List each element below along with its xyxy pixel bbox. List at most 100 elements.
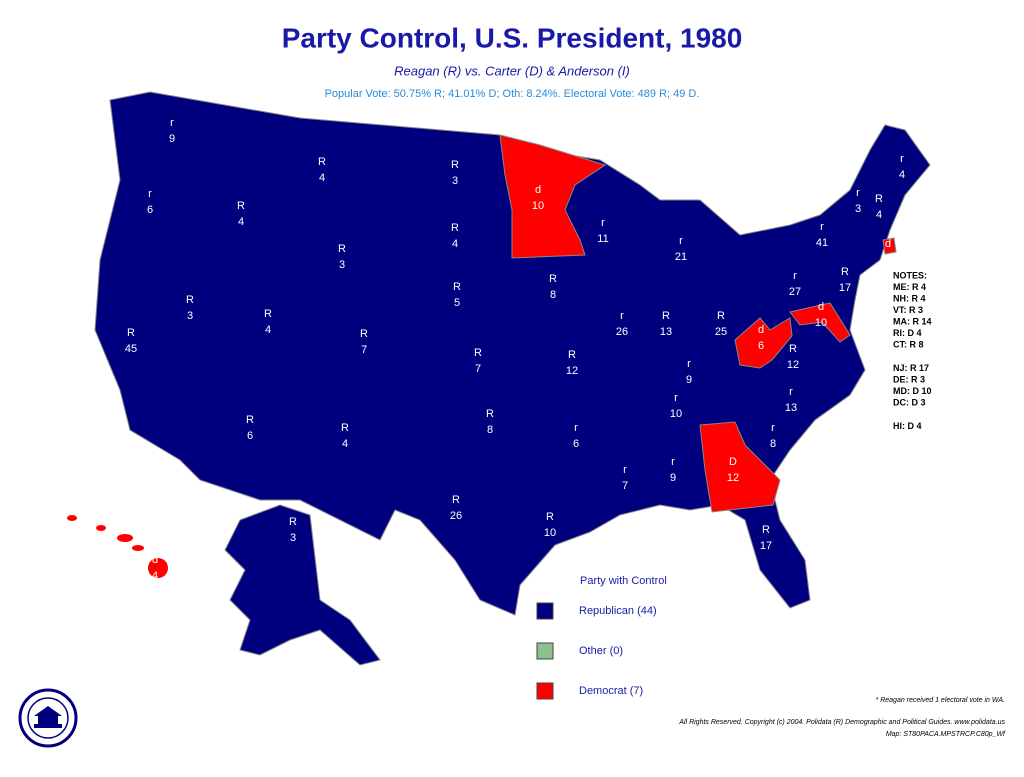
legend-swatch — [536, 642, 554, 660]
note: NOTES: — [893, 270, 927, 280]
west-virginia — [734, 317, 793, 369]
state-votes: 10 — [815, 317, 827, 329]
state-party: R — [246, 414, 254, 426]
state-votes: 3 — [855, 203, 861, 215]
summary: Popular Vote: 50.75% R; 41.01% D; Oth: 8… — [325, 88, 700, 100]
state-votes: 26 — [616, 326, 628, 338]
state-party: R — [546, 511, 554, 523]
hawaii-island — [132, 545, 144, 551]
state-votes: 4 — [342, 438, 348, 450]
state-labels: r9r6R45R3R4R4R3R4R6R7R4R3R4R5R7R8R26d10R… — [125, 117, 905, 582]
state-votes: 5 — [454, 297, 460, 309]
state-votes: 6 — [758, 340, 764, 352]
state-votes: 8 — [487, 424, 493, 436]
state-party: D — [729, 456, 737, 468]
state-votes: 13 — [660, 326, 672, 338]
logo — [18, 688, 78, 748]
state-party: R — [452, 494, 460, 506]
state-votes: 9 — [169, 133, 175, 145]
state-party: R — [789, 343, 797, 355]
note: DC: D 3 — [893, 397, 926, 407]
note: VT: R 3 — [893, 305, 923, 315]
state-votes: 17 — [760, 540, 772, 552]
state-party: R — [451, 159, 459, 171]
state-party: r — [623, 464, 627, 476]
state-party: R — [841, 266, 849, 278]
note: NH: R 4 — [893, 293, 926, 303]
state-votes: 4 — [238, 216, 244, 228]
state-votes: 4 — [452, 238, 458, 250]
state-party: r — [856, 187, 860, 199]
state-party: R — [186, 294, 194, 306]
state-votes: 3 — [339, 259, 345, 271]
state-party: R — [360, 328, 368, 340]
state-votes: 4 — [876, 209, 882, 221]
state-votes: 17 — [839, 282, 851, 294]
state-votes: 9 — [686, 374, 692, 386]
state-votes: 4 — [265, 324, 271, 336]
note: NJ: R 17 — [893, 363, 929, 373]
state-votes: 10 — [670, 408, 682, 420]
notes: NOTES: ME: R 4NH: R 4 VT: R 3MA: R 14 RI: D… — [893, 270, 932, 431]
state-party: R — [875, 193, 883, 205]
title: Party Control, U.S. President, 1980 — [282, 22, 743, 53]
state-party: r — [793, 270, 797, 282]
state-party: r — [674, 392, 678, 404]
copyright: All Rights Reserved. Copyright (c) 2004.… — [678, 719, 1005, 726]
hawaii-island — [96, 525, 106, 531]
state-party: r — [170, 117, 174, 129]
state-party: r — [148, 188, 152, 200]
state-votes: 3 — [452, 175, 458, 187]
state-votes: 11 — [597, 233, 608, 245]
alaska — [224, 504, 381, 666]
state-votes: 4 — [885, 254, 891, 266]
state-party: d — [535, 184, 541, 196]
note: DE: R 3 — [893, 374, 925, 384]
rhode-island — [882, 237, 897, 255]
state-party: r — [671, 456, 675, 468]
state-party: R — [237, 200, 245, 212]
state-party: r — [687, 358, 691, 370]
note: CT: R 8 — [893, 339, 924, 349]
state-votes: 12 — [727, 472, 739, 484]
states — [67, 91, 931, 666]
state-party: R — [264, 308, 272, 320]
state-party: r — [601, 217, 605, 229]
state-votes: 8 — [550, 289, 556, 301]
hawaii-island — [148, 558, 168, 578]
state-party: R — [453, 281, 461, 293]
state-party: d — [758, 324, 764, 336]
note: RI: D 4 — [893, 328, 922, 338]
state-party: r — [771, 422, 775, 434]
legend-swatch — [536, 682, 554, 700]
state-votes: 25 — [715, 326, 727, 338]
state-votes: 7 — [361, 344, 367, 356]
state-votes: 21 — [675, 251, 687, 263]
minnesota — [499, 134, 607, 259]
state-votes: 6 — [247, 430, 253, 442]
note: MA: R 14 — [893, 316, 932, 326]
state-votes: 10 — [544, 527, 556, 539]
state-party: R — [486, 408, 494, 420]
state-party: d — [152, 554, 158, 566]
state-votes: 26 — [450, 510, 462, 522]
state-votes: 12 — [787, 359, 799, 371]
state-votes: 4 — [319, 172, 325, 184]
legend-swatch — [536, 602, 554, 620]
state-party: R — [318, 156, 326, 168]
hawaii-island — [67, 515, 77, 521]
state-votes: 8 — [770, 438, 776, 450]
legend-label: Republican (44) — [579, 605, 657, 617]
state-votes: 3 — [187, 310, 193, 322]
state-party: r — [820, 221, 824, 233]
state-party: R — [717, 310, 725, 322]
state-party: R — [568, 349, 576, 361]
legend-label: Democrat (7) — [579, 685, 643, 697]
state-votes: 41 — [816, 237, 828, 249]
state-votes: 3 — [290, 532, 296, 544]
state-votes: 7 — [475, 363, 481, 375]
state-party: R — [762, 524, 770, 536]
state-party: R — [662, 310, 670, 322]
